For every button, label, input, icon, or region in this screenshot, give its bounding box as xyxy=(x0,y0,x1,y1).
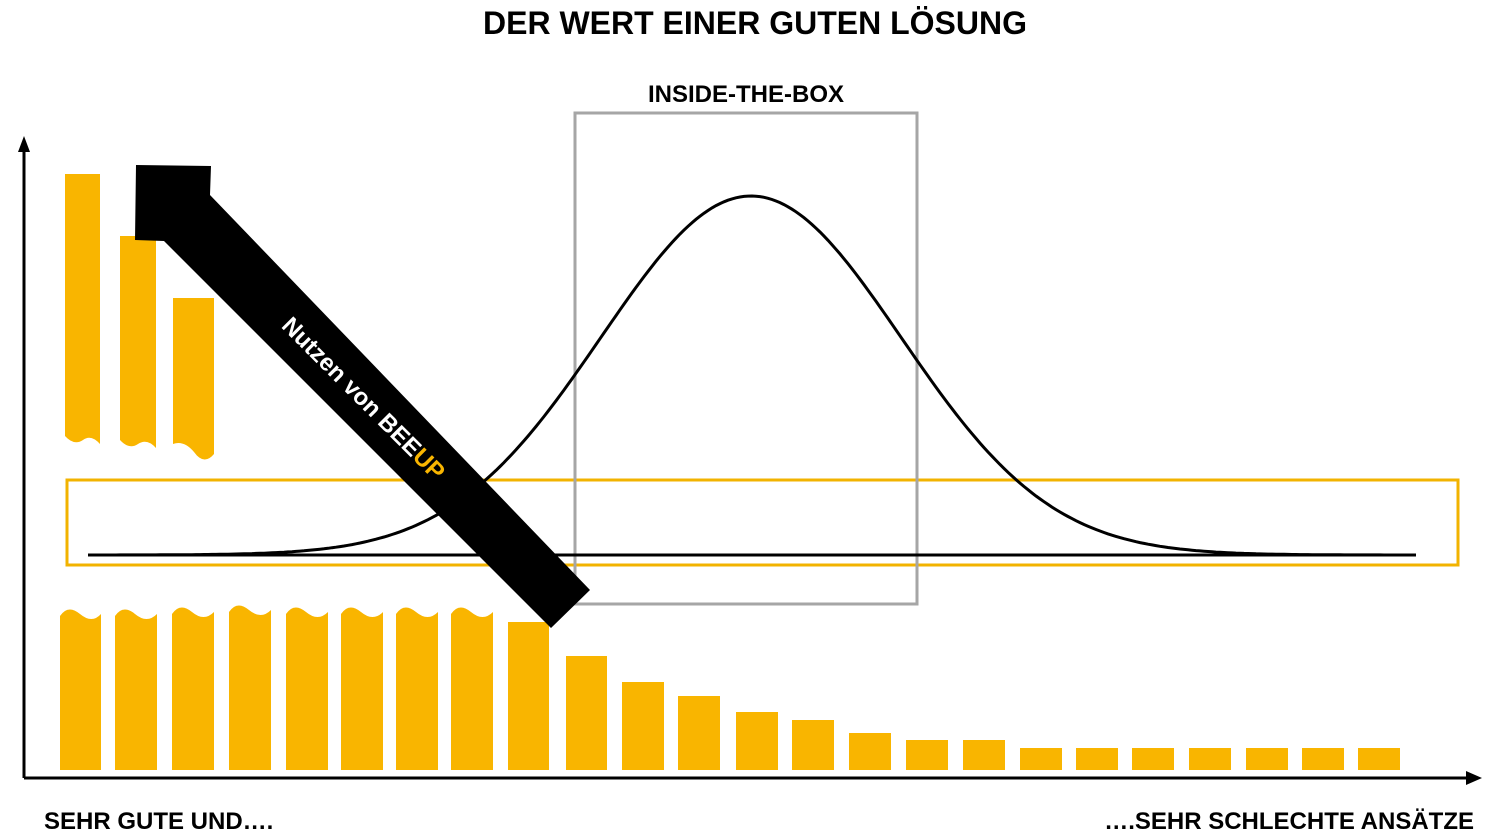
mainstream-band xyxy=(65,478,1460,567)
inside-the-box-frame xyxy=(573,111,919,606)
benefit-arrow-label: Nutzen von BEEUP xyxy=(276,312,450,486)
lower-bar-11 xyxy=(622,682,664,770)
lower-bar-4 xyxy=(229,605,271,770)
lower-bar-20 xyxy=(1132,748,1174,770)
lower-bar-1 xyxy=(60,609,101,770)
benefit-arrow-shape xyxy=(135,165,590,628)
lower-bar-9 xyxy=(508,622,549,770)
lower-bar-24 xyxy=(1358,748,1400,770)
arrow-right-icon xyxy=(1466,771,1482,785)
axes xyxy=(18,136,1482,785)
diagram-title: DER WERT EINER GUTEN LÖSUNG xyxy=(483,5,1027,41)
bell-curve xyxy=(88,194,1416,557)
lower-bar-2 xyxy=(115,609,157,770)
upper-bar-3 xyxy=(173,298,214,460)
lower-bar-7 xyxy=(396,607,438,770)
lower-bar-12 xyxy=(678,696,720,770)
lower-bar-14 xyxy=(792,720,834,770)
upper-bars xyxy=(65,174,214,460)
lower-bar-18 xyxy=(1020,748,1062,770)
lower-bar-8 xyxy=(451,607,493,770)
lower-bar-6 xyxy=(341,607,383,770)
lower-bar-19 xyxy=(1076,748,1118,770)
upper-bar-1 xyxy=(65,174,100,444)
x-axis-right-label: ….SEHR SCHLECHTE ANSÄTZE xyxy=(1104,808,1474,835)
lower-bar-17 xyxy=(963,740,1005,770)
lower-bar-13 xyxy=(736,712,778,770)
inside-the-box-label: INSIDE-THE-BOX xyxy=(648,81,844,108)
arrow-up-icon xyxy=(18,136,30,152)
lower-bar-15 xyxy=(849,733,891,770)
lower-bar-22 xyxy=(1246,748,1288,770)
lower-bars xyxy=(60,605,1400,770)
lower-bar-5 xyxy=(286,607,328,770)
upper-bar-2 xyxy=(120,236,156,448)
lower-bar-21 xyxy=(1189,748,1231,770)
x-axis-left-label: SEHR GUTE UND…. xyxy=(44,808,273,835)
arrow-label-prefix: Nutzen von BEE xyxy=(276,312,426,462)
lower-bar-3 xyxy=(172,607,214,770)
lower-bar-23 xyxy=(1302,748,1344,770)
lower-bar-16 xyxy=(906,740,948,770)
lower-bar-10 xyxy=(566,656,607,770)
